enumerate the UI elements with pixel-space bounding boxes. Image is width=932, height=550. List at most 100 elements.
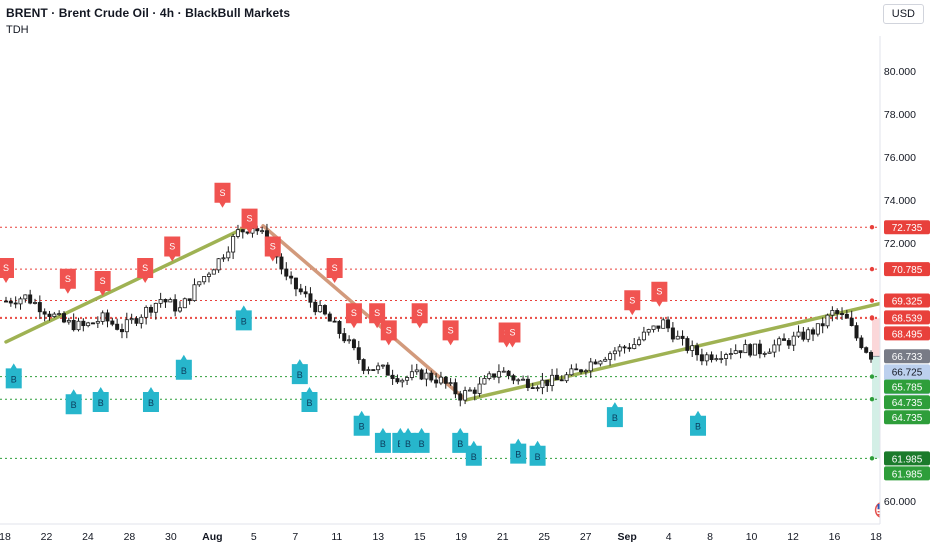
bull-candle[interactable] (477, 383, 482, 394)
bull-candle[interactable] (95, 321, 100, 324)
bull-candle[interactable] (52, 313, 57, 317)
price-level-badge[interactable]: 66.733 (884, 349, 930, 364)
bear-candle[interactable] (685, 338, 690, 351)
bear-candle[interactable] (356, 347, 361, 360)
bear-candle[interactable] (545, 379, 550, 387)
bull-candle[interactable] (641, 331, 646, 341)
bull-candle[interactable] (550, 374, 555, 387)
bear-candle[interactable] (786, 340, 791, 346)
bull-candle[interactable] (158, 299, 163, 304)
bull-candle[interactable] (318, 305, 323, 313)
buy-signal-marker[interactable]: B (374, 427, 391, 453)
bear-candle[interactable] (284, 268, 289, 277)
bear-candle[interactable] (574, 368, 579, 371)
bear-candle[interactable] (525, 378, 530, 388)
buy-signal-marker[interactable]: B (142, 387, 159, 413)
bull-candle[interactable] (521, 378, 526, 381)
bear-candle[interactable] (840, 313, 845, 315)
bear-candle[interactable] (443, 376, 448, 384)
bear-candle[interactable] (115, 323, 120, 330)
buy-signal-marker[interactable]: B (413, 427, 430, 453)
bull-candle[interactable] (690, 345, 695, 351)
bull-candle[interactable] (438, 376, 443, 384)
bull-candle[interactable] (719, 358, 724, 360)
bear-candle[interactable] (820, 323, 825, 327)
bear-candle[interactable] (506, 370, 511, 377)
bull-candle[interactable] (86, 322, 91, 327)
bear-candle[interactable] (298, 288, 303, 293)
bull-candle[interactable] (791, 335, 796, 346)
buy-signal-marker[interactable]: B (65, 389, 82, 415)
bear-candle[interactable] (8, 300, 13, 304)
sell-signal-marker[interactable]: S (94, 270, 111, 296)
bear-candle[interactable] (656, 325, 661, 329)
bull-candle[interactable] (743, 344, 748, 354)
bear-candle[interactable] (351, 339, 356, 349)
bull-candle[interactable] (516, 379, 521, 382)
buy-signal-marker[interactable]: B (690, 410, 707, 436)
symbol-title[interactable]: BRENT · Brent Crude Oil · 4h · BlackBull… (6, 6, 291, 20)
bear-candle[interactable] (90, 322, 95, 325)
buy-signal-marker[interactable]: B (235, 305, 252, 331)
sell-signal-marker[interactable]: S (345, 303, 362, 329)
bear-candle[interactable] (322, 305, 327, 315)
bear-candle[interactable] (511, 375, 516, 381)
bear-candle[interactable] (472, 389, 477, 394)
bear-candle[interactable] (395, 378, 400, 383)
buy-signal-marker[interactable]: B (606, 402, 623, 428)
bull-candle[interactable] (153, 302, 158, 313)
bear-candle[interactable] (458, 393, 463, 401)
bear-candle[interactable] (849, 317, 854, 327)
bear-candle[interactable] (811, 329, 816, 335)
bear-candle[interactable] (419, 369, 424, 380)
bear-candle[interactable] (279, 256, 284, 270)
bull-candle[interactable] (806, 329, 811, 340)
bear-candle[interactable] (492, 373, 497, 378)
bull-candle[interactable] (380, 364, 385, 367)
bull-candle[interactable] (182, 298, 187, 309)
bull-candle[interactable] (501, 370, 506, 373)
bull-candle[interactable] (724, 354, 729, 359)
bull-candle[interactable] (762, 352, 767, 355)
bear-candle[interactable] (37, 302, 42, 313)
bull-candle[interactable] (637, 339, 642, 345)
bear-candle[interactable] (163, 299, 168, 303)
bear-candle[interactable] (695, 345, 700, 356)
buy-signal-marker[interactable]: B (452, 427, 469, 453)
bull-candle[interactable] (482, 378, 487, 385)
indicator-label[interactable]: TDH (6, 24, 29, 36)
bull-candle[interactable] (409, 371, 414, 378)
bear-candle[interactable] (240, 229, 245, 233)
downtrend-line[interactable] (261, 224, 468, 402)
bull-candle[interactable] (197, 281, 202, 286)
bear-candle[interactable] (47, 313, 52, 317)
sell-signal-marker[interactable]: S (264, 236, 281, 262)
bull-candle[interactable] (211, 269, 216, 275)
bear-candle[interactable] (313, 301, 318, 313)
bull-candle[interactable] (704, 354, 709, 362)
buy-signal-marker[interactable]: B (510, 438, 527, 464)
bull-candle[interactable] (23, 294, 28, 300)
bear-candle[interactable] (81, 320, 86, 327)
bear-candle[interactable] (390, 374, 395, 379)
bull-candle[interactable] (192, 284, 197, 302)
bull-candle[interactable] (414, 369, 419, 373)
bull-candle[interactable] (796, 331, 801, 337)
bear-candle[interactable] (666, 319, 671, 329)
bull-candle[interactable] (661, 319, 666, 329)
bear-candle[interactable] (782, 338, 787, 341)
buy-signal-marker[interactable]: B (529, 440, 546, 466)
sell-signal-marker[interactable]: S (326, 258, 343, 284)
bull-candle[interactable] (733, 350, 738, 354)
bear-candle[interactable] (757, 343, 762, 355)
bull-candle[interactable] (675, 335, 680, 340)
bull-candle[interactable] (400, 379, 405, 383)
bear-candle[interactable] (670, 327, 675, 340)
bull-candle[interactable] (540, 379, 545, 389)
bear-candle[interactable] (371, 369, 376, 371)
bear-candle[interactable] (434, 379, 439, 384)
sell-signal-marker[interactable]: S (624, 290, 641, 316)
bull-candle[interactable] (347, 339, 352, 342)
bull-candle[interactable] (598, 360, 603, 365)
